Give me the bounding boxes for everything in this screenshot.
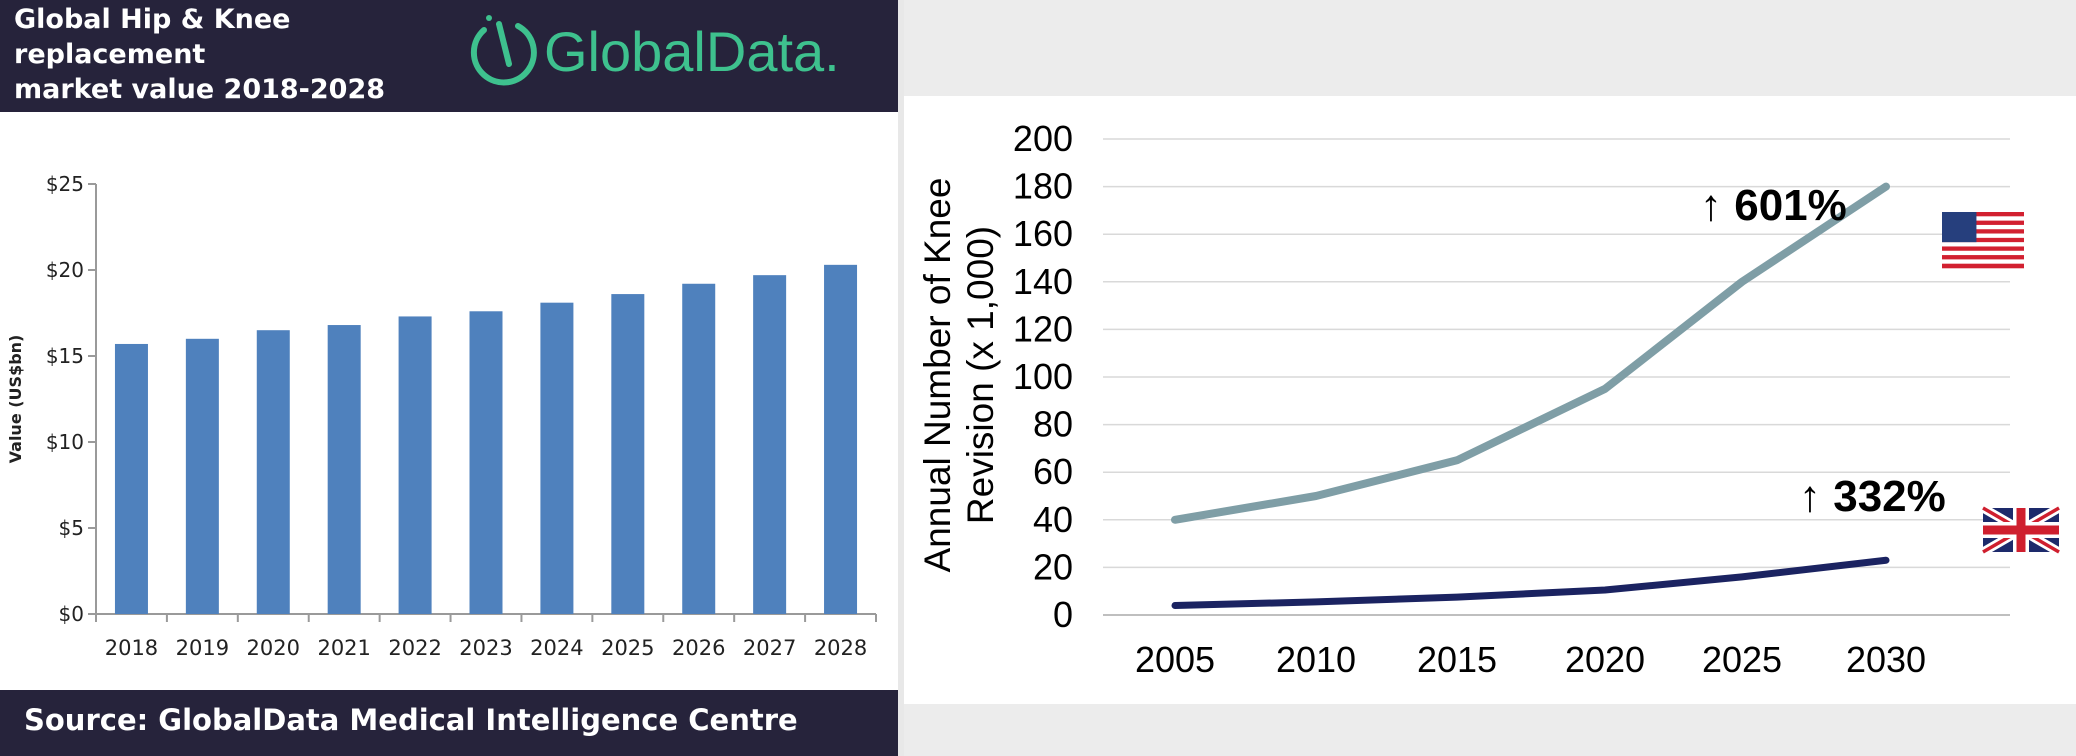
left-header: Global Hip & Knee replacement market val… xyxy=(0,0,898,140)
us-flag-stripe xyxy=(1942,259,2024,264)
x-tick-label: 2022 xyxy=(388,636,441,660)
left-chart-panel: Global Hip & Knee replacement market val… xyxy=(0,0,898,756)
us-flag-stripe xyxy=(1942,220,2024,226)
bar-2028 xyxy=(824,264,858,614)
market-value-bar-chart: $0 $5 $10 $15 $20 $25 2018 2019 2020 2021 2022 2023… xyxy=(6,172,877,660)
y-axis-label: Value (US$bn) xyxy=(6,335,25,464)
x-tick-label: 2027 xyxy=(743,636,796,660)
y-tick-label: 120 xyxy=(1013,308,1073,349)
us-flag-stripe xyxy=(1942,263,2024,269)
x-tick-label: 2021 xyxy=(317,636,370,660)
y-tick-label: $25 xyxy=(46,172,84,196)
y-tick-label: 140 xyxy=(1013,261,1073,302)
y-tick-label: $5 xyxy=(59,516,84,540)
x-tick-label: 2019 xyxy=(176,636,229,660)
x-tick-label: 2005 xyxy=(1135,639,1215,680)
right-plot-background xyxy=(904,96,2076,704)
us-flag-stripe xyxy=(1942,224,2024,230)
source-note: Source: GlobalData Medical Intelligence … xyxy=(24,703,798,737)
uk-flag-icon xyxy=(1980,504,2062,556)
bar-2021 xyxy=(327,325,361,614)
bar-2027 xyxy=(753,275,787,614)
right-chart-panel xyxy=(904,0,2076,756)
y-tick-label: 200 xyxy=(1013,118,1073,159)
us-flag-stripe xyxy=(1942,212,2024,217)
globaldata-logo-text: GlobalData. xyxy=(544,20,840,83)
x-tick-label: 2018 xyxy=(105,636,158,660)
us-growth-annotation: ↑ 601% xyxy=(1700,181,1847,230)
bar-2018 xyxy=(114,343,148,614)
bar-2022 xyxy=(398,316,432,614)
uk-flag-cross-red xyxy=(1983,525,2059,535)
bar-chart-axes: $0 $5 $10 $15 $20 $25 2018 2019 2020 2021 2022 2023… xyxy=(46,172,877,660)
x-tick-label: 2024 xyxy=(530,636,583,660)
y-tick-label: 40 xyxy=(1033,499,1073,540)
y-tick-label: 20 xyxy=(1033,546,1073,587)
uk-series-line xyxy=(1171,556,1890,609)
y-axis-label-line: Revision (x 1,000) xyxy=(960,226,1001,524)
uk-growth-annotation: ↑ 332% xyxy=(1799,472,1946,521)
x-tick-label: 2030 xyxy=(1846,639,1926,680)
y-tick-label: $15 xyxy=(46,344,84,368)
y-tick-label: $0 xyxy=(59,602,84,626)
us-flag-stripe xyxy=(1942,242,2024,247)
knee-revision-line-chart: 0 20 40 60 80 100 120 140 160 180 200 2005 2010 2015 2… xyxy=(917,118,2062,680)
bar-2025 xyxy=(611,294,645,614)
us-flag-icon xyxy=(1942,212,2024,269)
x-tick-label: 2023 xyxy=(459,636,512,660)
chart-title-line-2: market value 2018-2028 xyxy=(14,74,386,105)
bar-series xyxy=(114,264,858,614)
grid xyxy=(1103,138,2010,616)
x-tick-label: 2020 xyxy=(1565,639,1645,680)
us-flag-stripe xyxy=(1942,237,2024,243)
bar-2024 xyxy=(540,302,574,614)
us-flag-stripe xyxy=(1942,216,2024,221)
us-flag-canton xyxy=(1942,212,1977,243)
us-series-line xyxy=(1171,182,1890,524)
y-tick-label: 160 xyxy=(1013,213,1073,254)
us-flag-stripe xyxy=(1942,255,2024,260)
y-tick-label: 180 xyxy=(1013,166,1073,207)
x-tick-label: 2025 xyxy=(601,636,654,660)
y-tick-label: 0 xyxy=(1053,594,1073,635)
us-flag-stripe xyxy=(1942,246,2024,252)
x-tick-label: 2020 xyxy=(247,636,300,660)
x-tick-label: 2028 xyxy=(814,636,867,660)
us-flag-stripe xyxy=(1942,229,2024,234)
globaldata-logo-icon xyxy=(470,15,537,86)
panel-divider xyxy=(898,0,904,756)
bar-2020 xyxy=(256,330,290,614)
chart-title: Global Hip & Knee replacement market val… xyxy=(14,2,464,142)
us-flag-stripe xyxy=(1942,250,2024,256)
chart-title-line-3: (US$bn) xyxy=(14,109,138,140)
x-tick-label: 2026 xyxy=(672,636,725,660)
globaldata-logo: GlobalData. xyxy=(470,15,840,86)
y-axis-label: Annual Number of KneeRevision (x 1,000) xyxy=(917,178,1001,573)
chart-title-line-1: Global Hip & Knee replacement xyxy=(14,4,291,70)
y-tick-label: $10 xyxy=(46,430,84,454)
x-tick-label: 2015 xyxy=(1417,639,1497,680)
y-tick-label: 100 xyxy=(1013,356,1073,397)
x-tick-label: 2025 xyxy=(1702,639,1782,680)
bar-2023 xyxy=(469,311,503,614)
y-tick-label: 60 xyxy=(1033,451,1073,492)
x-tick-label: 2010 xyxy=(1276,639,1356,680)
y-tick-label: $20 xyxy=(46,258,84,282)
us-flag-stripe xyxy=(1942,233,2024,239)
bar-2019 xyxy=(185,338,219,614)
left-footer: Source: GlobalData Medical Intelligence … xyxy=(0,690,898,756)
y-axis-label-line: Annual Number of Knee xyxy=(917,178,958,573)
y-tick-label: 80 xyxy=(1033,404,1073,445)
bar-2026 xyxy=(682,283,716,614)
